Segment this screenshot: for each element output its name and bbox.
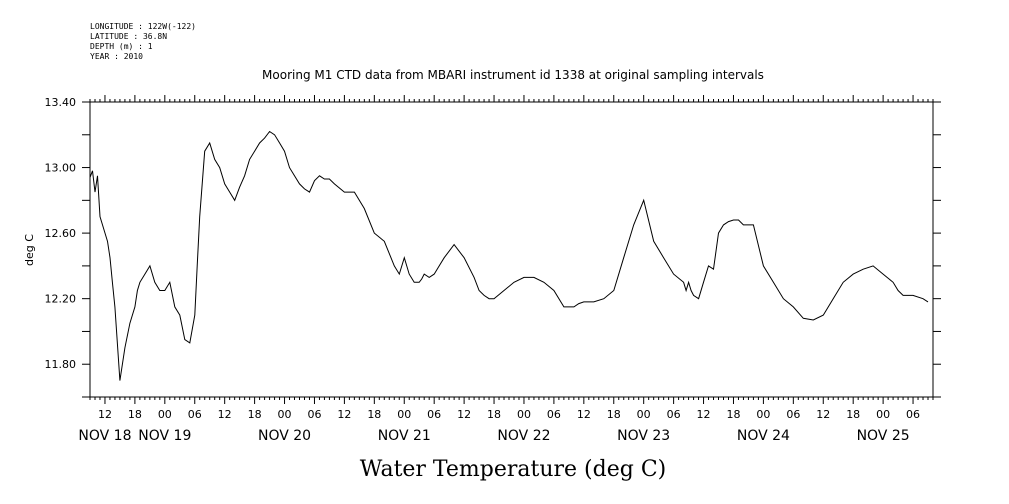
- x-tick-label: 12: [218, 408, 232, 421]
- x-tick-label: 12: [816, 408, 830, 421]
- x-tick-label: 06: [786, 408, 800, 421]
- day-label: NOV 21: [378, 428, 431, 444]
- year-text: YEAR : 2010: [90, 52, 143, 61]
- x-tick-label: 12: [457, 408, 471, 421]
- x-tick-label: 00: [637, 408, 651, 421]
- day-label: NOV 25: [857, 428, 910, 444]
- x-tick-label: 00: [397, 408, 411, 421]
- x-tick-label: 18: [607, 408, 621, 421]
- day-label: NOV 24: [737, 428, 790, 444]
- x-tick-label: 18: [846, 408, 860, 421]
- day-label: NOV 18: [78, 428, 131, 444]
- x-tick-label: 18: [726, 408, 740, 421]
- x-tick-label: 12: [697, 408, 711, 421]
- longitude-text: LONGITUDE : 122W(-122): [90, 22, 196, 31]
- x-tick-label: 00: [517, 408, 531, 421]
- depth-text: DEPTH (m) : 1: [90, 42, 153, 51]
- x-tick-label: 00: [278, 408, 292, 421]
- metadata-block: LONGITUDE : 122W(-122) LATITUDE : 36.8N …: [90, 22, 196, 62]
- x-tick-label: 00: [756, 408, 770, 421]
- x-tick-label: 00: [876, 408, 890, 421]
- day-label: NOV 20: [258, 428, 311, 444]
- plot-frame: [89, 101, 934, 398]
- x-tick-label: 06: [906, 408, 920, 421]
- x-tick-label: 06: [667, 408, 681, 421]
- latitude-text: LATITUDE : 36.8N: [90, 32, 168, 41]
- y-axis-label: deg C: [23, 234, 36, 266]
- x-tick-label: 06: [427, 408, 441, 421]
- y-tick-label: 12.20: [45, 293, 77, 306]
- x-tick-label: 12: [337, 408, 351, 421]
- x-tick-label: 18: [487, 408, 501, 421]
- x-tick-label: 18: [128, 408, 142, 421]
- y-tick-label: 11.80: [45, 358, 77, 371]
- x-tick-label: 18: [248, 408, 262, 421]
- x-tick-label: 06: [307, 408, 321, 421]
- x-axis-label: Water Temperature (deg C): [360, 457, 667, 482]
- x-tick-label: 00: [158, 408, 172, 421]
- x-tick-label: 06: [547, 408, 561, 421]
- day-label: NOV 23: [617, 428, 670, 444]
- x-tick-label: 12: [98, 408, 112, 421]
- y-tick-label: 13.00: [45, 162, 77, 175]
- chart-title: Mooring M1 CTD data from MBARI instrumen…: [262, 68, 764, 82]
- day-label: NOV 19: [138, 428, 191, 444]
- y-tick-label: 12.60: [45, 227, 77, 240]
- y-tick-label: 13.40: [45, 96, 77, 109]
- series-line-water-temperature: [89, 130, 929, 381]
- x-tick-label: 18: [367, 408, 381, 421]
- x-tick-label: 12: [577, 408, 591, 421]
- series-group: [89, 130, 929, 381]
- day-label: NOV 22: [497, 428, 550, 444]
- axes-group: 12 18 00 06 12 18 00 06 12 18 00 06 12 18 00 06 12 18 00 06…: [45, 95, 941, 444]
- x-tick-label: 06: [188, 408, 202, 421]
